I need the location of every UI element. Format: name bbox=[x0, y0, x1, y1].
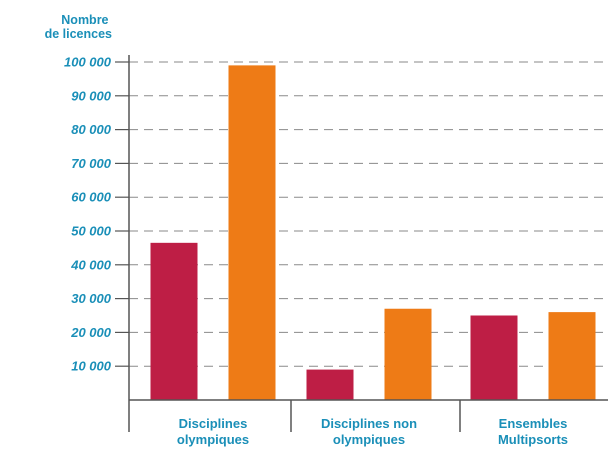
y-tick-label: 90 000 bbox=[71, 88, 112, 103]
y-tick-labels: 10 000 20 000 30 000 40 000 50 000 60 000 70 0… bbox=[64, 55, 112, 374]
category-label-line: Multipsorts bbox=[498, 432, 568, 447]
category-label: Disciplines olympiques bbox=[177, 416, 249, 447]
y-axis-title: Nombre de licences bbox=[45, 13, 112, 41]
bar bbox=[471, 316, 518, 401]
category-label-line: olympiques bbox=[177, 432, 249, 447]
y-tick-label: 30 000 bbox=[71, 291, 112, 306]
y-tick-label: 50 000 bbox=[71, 224, 112, 239]
y-tick-label: 60 000 bbox=[71, 190, 112, 205]
category-label-line: Disciplines bbox=[179, 416, 248, 431]
category-label-line: Ensembles bbox=[499, 416, 568, 431]
category-label: Disciplines non olympiques bbox=[321, 416, 417, 447]
bar bbox=[151, 243, 198, 400]
category-label-line: Disciplines non bbox=[321, 416, 417, 431]
y-axis-title-line-1: Nombre bbox=[61, 13, 108, 27]
category-label: Ensembles Multipsorts bbox=[498, 416, 568, 447]
bars bbox=[151, 65, 596, 400]
y-tick-label: 10 000 bbox=[71, 359, 112, 374]
category-label-line: olympiques bbox=[333, 432, 405, 447]
bar bbox=[549, 312, 596, 400]
bar bbox=[385, 309, 432, 400]
y-tick-label: 20 000 bbox=[70, 325, 112, 340]
y-axis-title-line-2: de licences bbox=[45, 27, 112, 41]
axes bbox=[129, 55, 608, 432]
bar bbox=[307, 370, 354, 400]
y-tick-label: 80 000 bbox=[71, 122, 112, 137]
y-tick-label: 40 000 bbox=[70, 257, 112, 272]
y-tick-label: 70 000 bbox=[71, 156, 112, 171]
bar bbox=[229, 65, 276, 400]
y-tick-label: 100 000 bbox=[64, 55, 112, 70]
